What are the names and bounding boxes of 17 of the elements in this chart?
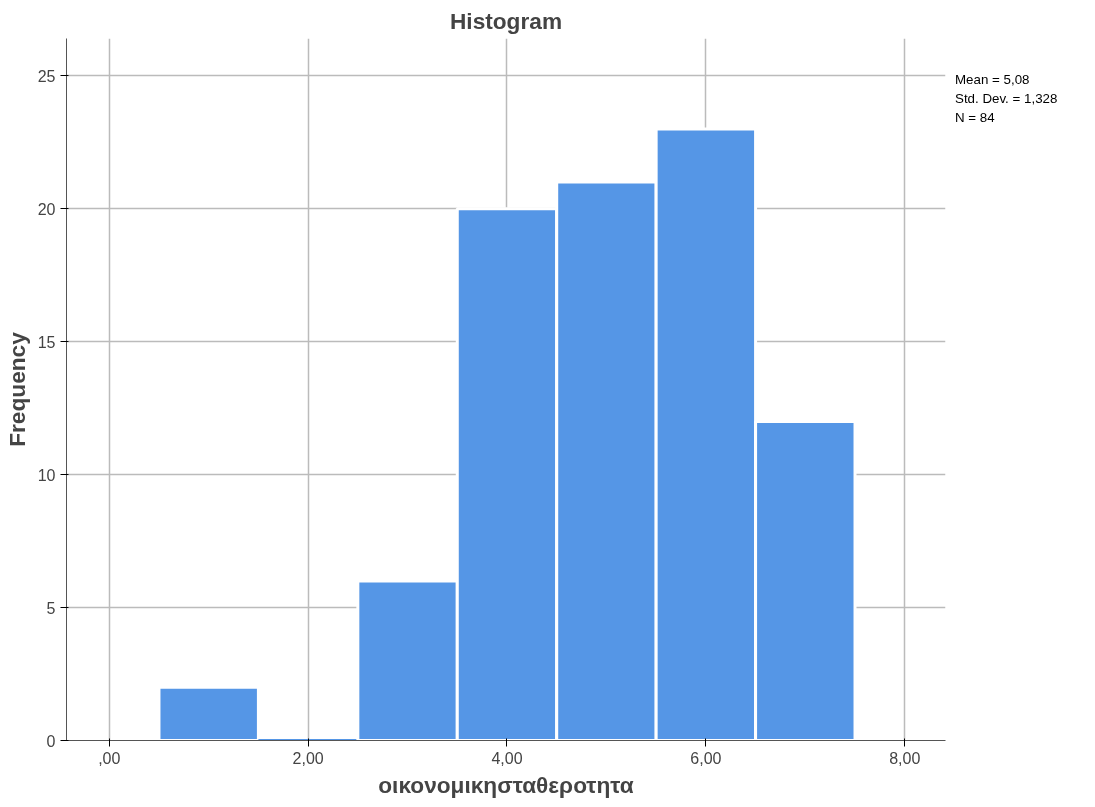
y-tick-label: 20 xyxy=(37,200,56,218)
x-tick-label: 8,00 xyxy=(889,749,921,767)
text: Mean = 5,08 xyxy=(955,72,1030,87)
y-tick-label: 10 xyxy=(37,466,56,484)
text: Std. Dev. = 1,328 xyxy=(955,91,1058,107)
chart-title: Histogram xyxy=(449,7,563,34)
x-tick-label: ,00 xyxy=(98,749,121,767)
y-tick-label: 15 xyxy=(37,333,56,351)
y-tick-label: 25 xyxy=(37,67,56,85)
y-tick-label: 0 xyxy=(46,732,56,750)
x-tick-label: 6,00 xyxy=(690,749,722,767)
x-axis-title: οικονομικησταθεροτητα xyxy=(378,771,634,798)
x-tick-label: 2,00 xyxy=(292,749,324,767)
text: N = 84 xyxy=(955,110,995,126)
y-tick-label: 5 xyxy=(46,599,56,617)
y-axis-title: Frequency xyxy=(3,331,30,447)
x-tick-label: 4,00 xyxy=(491,749,523,767)
